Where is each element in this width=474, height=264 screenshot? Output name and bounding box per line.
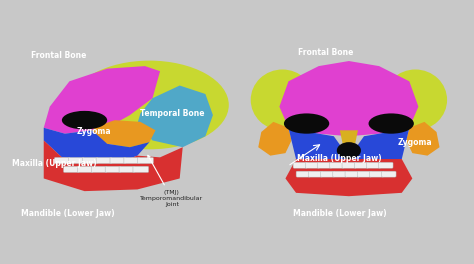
- FancyBboxPatch shape: [91, 166, 107, 172]
- Text: Maxilla (Upper Jaw): Maxilla (Upper Jaw): [297, 154, 382, 163]
- FancyBboxPatch shape: [133, 166, 149, 172]
- FancyBboxPatch shape: [354, 162, 369, 168]
- Polygon shape: [44, 140, 182, 191]
- FancyBboxPatch shape: [366, 162, 381, 168]
- FancyBboxPatch shape: [77, 166, 93, 172]
- FancyBboxPatch shape: [124, 157, 139, 164]
- Text: Temporal Bone: Temporal Bone: [140, 109, 204, 118]
- FancyBboxPatch shape: [293, 162, 308, 168]
- Text: Mandible (Lower Jaw): Mandible (Lower Jaw): [292, 209, 386, 218]
- FancyBboxPatch shape: [330, 162, 344, 168]
- Polygon shape: [89, 120, 155, 147]
- FancyBboxPatch shape: [64, 166, 79, 172]
- Ellipse shape: [284, 114, 329, 134]
- Polygon shape: [44, 66, 160, 134]
- Polygon shape: [340, 130, 358, 145]
- Polygon shape: [285, 159, 412, 196]
- FancyBboxPatch shape: [342, 162, 356, 168]
- FancyBboxPatch shape: [68, 157, 84, 164]
- Polygon shape: [289, 128, 410, 166]
- FancyBboxPatch shape: [96, 157, 112, 164]
- FancyBboxPatch shape: [119, 166, 135, 172]
- FancyBboxPatch shape: [309, 171, 323, 177]
- Polygon shape: [137, 86, 213, 147]
- Text: Frontal Bone: Frontal Bone: [298, 48, 353, 57]
- Ellipse shape: [62, 111, 107, 129]
- Ellipse shape: [368, 114, 414, 134]
- FancyBboxPatch shape: [320, 171, 335, 177]
- Ellipse shape: [383, 69, 447, 130]
- FancyBboxPatch shape: [318, 162, 332, 168]
- Polygon shape: [406, 122, 439, 156]
- Ellipse shape: [337, 142, 361, 159]
- FancyBboxPatch shape: [138, 157, 154, 164]
- FancyBboxPatch shape: [305, 162, 319, 168]
- Text: Maxilla (Upper Jaw): Maxilla (Upper Jaw): [11, 159, 96, 168]
- FancyBboxPatch shape: [357, 171, 372, 177]
- Polygon shape: [279, 61, 419, 136]
- FancyBboxPatch shape: [55, 157, 70, 164]
- FancyBboxPatch shape: [105, 166, 121, 172]
- FancyBboxPatch shape: [296, 171, 310, 177]
- FancyBboxPatch shape: [110, 157, 126, 164]
- Ellipse shape: [70, 61, 229, 149]
- Text: Zygoma: Zygoma: [398, 138, 432, 147]
- Text: Frontal Bone: Frontal Bone: [31, 51, 86, 60]
- Text: (TMJ)
Temporomandibular
Joint: (TMJ) Temporomandibular Joint: [140, 155, 203, 207]
- Text: Mandible (Lower Jaw): Mandible (Lower Jaw): [21, 209, 115, 218]
- FancyBboxPatch shape: [333, 171, 347, 177]
- FancyBboxPatch shape: [379, 162, 393, 168]
- FancyBboxPatch shape: [345, 171, 359, 177]
- FancyBboxPatch shape: [370, 171, 384, 177]
- Ellipse shape: [251, 69, 314, 130]
- Polygon shape: [44, 128, 149, 162]
- FancyBboxPatch shape: [82, 157, 98, 164]
- Polygon shape: [258, 122, 292, 156]
- FancyBboxPatch shape: [382, 171, 396, 177]
- Text: Zygoma: Zygoma: [77, 128, 111, 136]
